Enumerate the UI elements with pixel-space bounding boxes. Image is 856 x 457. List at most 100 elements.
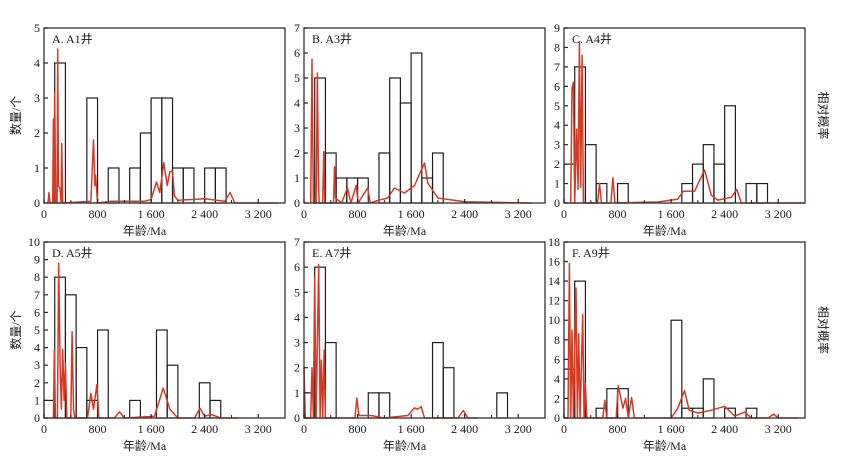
panel-label: B. A3井 xyxy=(312,32,352,46)
x-tick-label: 800 xyxy=(349,422,367,436)
y-tick-label: 1 xyxy=(34,161,40,175)
y-tick-label: 2 xyxy=(554,391,560,405)
x-tick-label: 3 200 xyxy=(245,207,272,221)
x-tick-label: 0 xyxy=(301,207,307,221)
plot-frame xyxy=(303,241,546,419)
histogram-bar xyxy=(399,102,412,204)
x-tick-label: 800 xyxy=(89,422,107,436)
y-tick-label: 7 xyxy=(34,288,40,302)
x-tick-label: 0 xyxy=(561,422,567,436)
y-tick-label: 8 xyxy=(554,40,560,54)
histogram-bar xyxy=(161,97,174,204)
y-tick-label: 18 xyxy=(548,235,560,249)
y-tick-label: 6 xyxy=(294,46,300,60)
y-tick-label: 6 xyxy=(554,79,560,93)
plot-frame xyxy=(43,27,286,204)
histogram-bar xyxy=(702,144,715,204)
y-tick-label: 7 xyxy=(554,60,560,74)
histogram-bar xyxy=(204,167,216,204)
x-tick-label: 0 xyxy=(301,422,307,436)
y-tick-label: 7 xyxy=(294,235,300,249)
histogram-bar xyxy=(75,347,88,419)
probability-curve xyxy=(309,58,532,204)
histogram-bar xyxy=(431,152,444,204)
x-tick-label: 1 600 xyxy=(398,207,425,221)
x-tick-label: 3 200 xyxy=(245,422,272,436)
plot-frame xyxy=(563,241,806,419)
histogram-bar xyxy=(129,167,141,204)
histogram-bar xyxy=(496,392,509,419)
y-tick-label: 5 xyxy=(34,21,40,35)
y-tick-label: 14 xyxy=(548,274,560,288)
x-tick-label: 2 400 xyxy=(711,207,738,221)
panel-label: A. A1井 xyxy=(52,32,93,46)
histogram-bar xyxy=(378,392,391,419)
histogram-bar xyxy=(681,407,694,419)
y-tick-label: 4 xyxy=(34,56,40,70)
y-tick-label: 3 xyxy=(34,358,40,372)
x-tick-label: 0 xyxy=(561,207,567,221)
x-axis-title: 年龄/Ma xyxy=(383,224,427,238)
y-tick-label: 9 xyxy=(34,253,40,267)
y-tick-label: 3 xyxy=(294,336,300,350)
y-tick-label: 10 xyxy=(28,235,40,249)
x-axis-title: 年龄/Ma xyxy=(643,439,687,453)
y-tick-label: 6 xyxy=(554,352,560,366)
histogram-bar xyxy=(713,163,726,204)
right-axis-title: 相对概率 xyxy=(816,91,831,139)
x-axis-title: 年龄/Ma xyxy=(643,224,687,238)
y-tick-label: 10 xyxy=(548,313,560,327)
y-tick-label: 2 xyxy=(34,126,40,140)
histogram-bar xyxy=(182,167,195,204)
panel-6: 0 800 1 600 2 400 3 200 0 2 4 6 8 10 12 14 16 18 F. A9井… xyxy=(548,235,831,453)
x-tick-label: 1 600 xyxy=(398,422,425,436)
histogram-bar xyxy=(724,105,736,204)
x-tick-label: 3 200 xyxy=(765,207,792,221)
x-axis-title: 年龄/Ma xyxy=(123,224,167,238)
y-tick-label: 4 xyxy=(294,96,300,110)
histogram-bar xyxy=(139,132,152,204)
y-tick-label: 0 xyxy=(294,196,300,210)
x-tick-label: 800 xyxy=(89,207,107,221)
x-tick-label: 2 400 xyxy=(451,207,478,221)
x-axis-title: 年龄/Ma xyxy=(123,439,167,453)
x-tick-label: 1 600 xyxy=(138,422,165,436)
probability-curve xyxy=(303,263,479,419)
histogram-bar xyxy=(389,77,402,204)
y-tick-label: 4 xyxy=(294,310,300,324)
x-tick-label: 2 400 xyxy=(451,422,478,436)
panel-3: 0 800 1 600 2 400 3 200 0 1 2 3 4 5 6 7 8 9 C. A4井年龄/Ma… xyxy=(554,21,831,238)
x-tick-label: 2 400 xyxy=(191,207,218,221)
y-tick-label: 0 xyxy=(34,411,40,425)
probability-curve xyxy=(567,262,799,419)
x-tick-label: 0 xyxy=(41,207,47,221)
x-tick-label: 3 200 xyxy=(505,422,532,436)
right-axis-title: 相对概率 xyxy=(816,306,831,354)
histogram-bar xyxy=(367,392,380,419)
x-axis-title: 年龄/Ma xyxy=(383,439,427,453)
x-tick-label: 2 400 xyxy=(191,422,218,436)
y-tick-label: 6 xyxy=(34,305,40,319)
x-tick-label: 3 200 xyxy=(505,207,532,221)
histogram-bar xyxy=(324,341,337,419)
y-tick-label: 2 xyxy=(294,146,300,160)
y-tick-label: 1 xyxy=(34,393,40,407)
y-tick-label: 1 xyxy=(294,171,300,185)
panel-label: E. A7井 xyxy=(312,246,351,260)
probability-curve xyxy=(569,40,805,204)
y-tick-label: 5 xyxy=(554,99,560,113)
y-tick-label: 4 xyxy=(34,341,40,355)
histogram-bar xyxy=(214,167,227,204)
histogram-bar xyxy=(166,364,179,419)
y-tick-label: 0 xyxy=(554,196,560,210)
panel-label: C. A4井 xyxy=(572,32,612,46)
y-tick-label: 5 xyxy=(34,323,40,337)
histogram-bar xyxy=(378,152,391,204)
plot-frame xyxy=(563,27,806,204)
y-tick-label: 0 xyxy=(554,411,560,425)
